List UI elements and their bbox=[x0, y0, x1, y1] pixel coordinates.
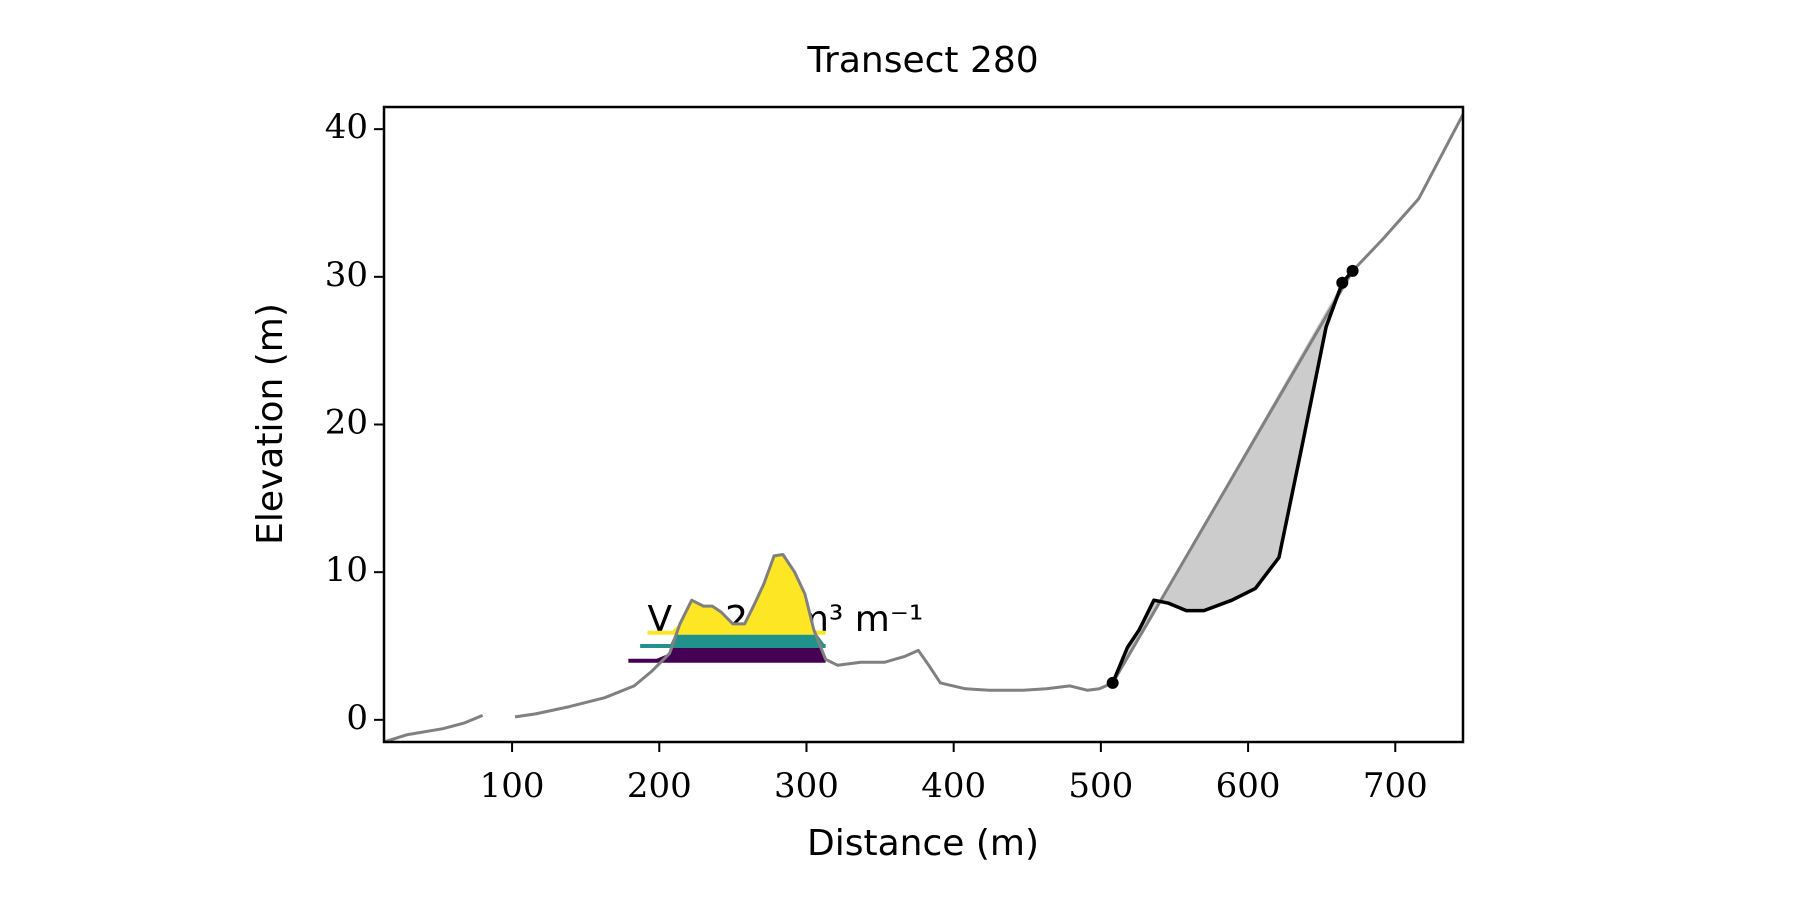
y-tick-label: 40 bbox=[325, 107, 368, 147]
cliff-point bbox=[1336, 276, 1349, 289]
x-tick-label: 300 bbox=[774, 766, 839, 806]
x-tick-label: 500 bbox=[1068, 766, 1133, 806]
y-axis-label: Elevation (m) bbox=[250, 303, 291, 545]
cliff-point bbox=[1106, 676, 1119, 689]
x-tick-label: 700 bbox=[1363, 766, 1428, 806]
y-tick-label: 20 bbox=[325, 403, 368, 443]
chart-title: Transect 280 bbox=[806, 40, 1038, 81]
x-tick-label: 200 bbox=[627, 766, 692, 806]
x-axis-label: Distance (m) bbox=[807, 823, 1039, 864]
profile-line bbox=[384, 113, 1463, 742]
x-tick-label: 400 bbox=[921, 766, 986, 806]
y-tick-label: 30 bbox=[325, 255, 368, 295]
plot-area: V = 2.2 m³ m⁻¹ bbox=[384, 113, 1463, 742]
level-fill bbox=[647, 554, 826, 633]
x-tick-label: 100 bbox=[480, 766, 545, 806]
y-tick-label: 10 bbox=[325, 550, 368, 590]
cliff-line bbox=[1111, 269, 1354, 684]
y-tick-label: 0 bbox=[346, 698, 368, 738]
x-tick-label: 600 bbox=[1216, 766, 1281, 806]
cliff-point bbox=[1346, 264, 1359, 277]
